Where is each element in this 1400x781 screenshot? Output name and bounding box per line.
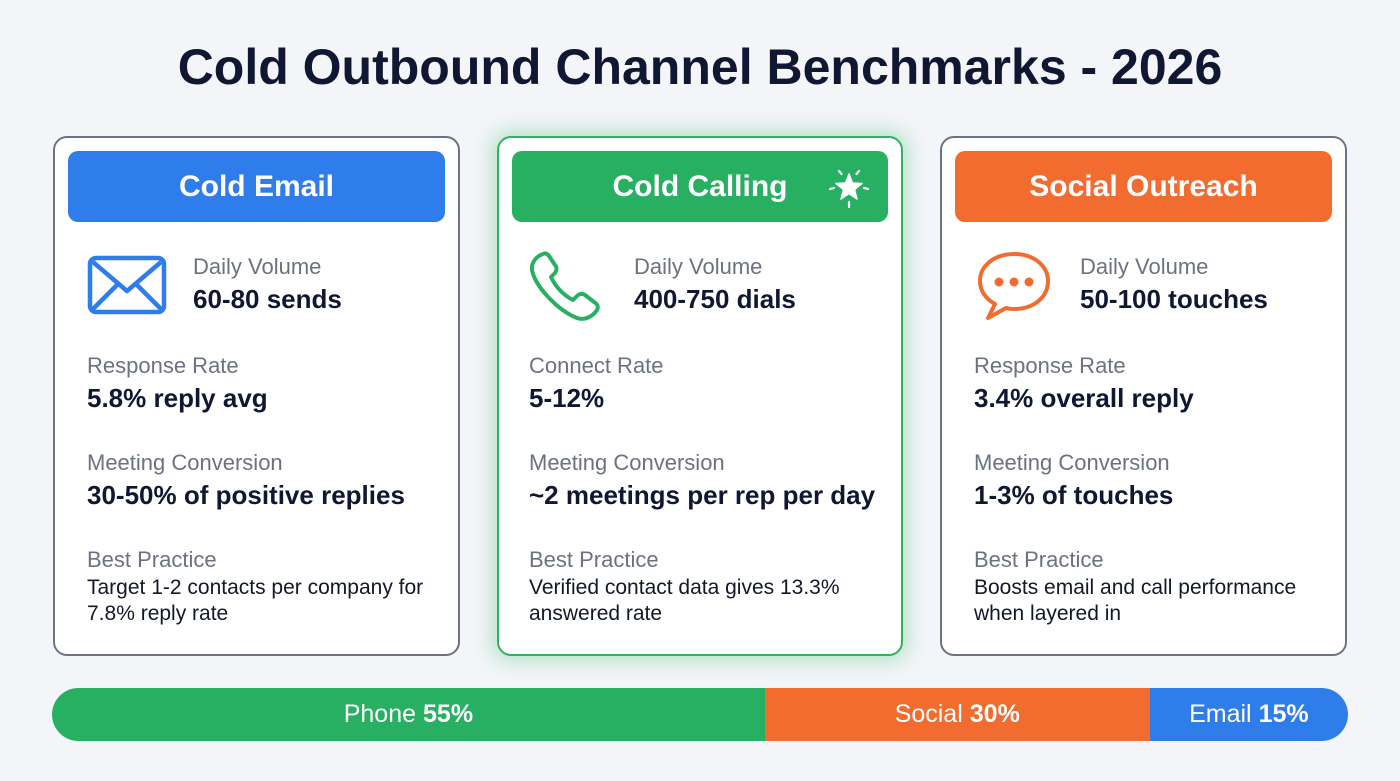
metric-daily-volume: Daily Volume 60-80 sends <box>193 252 438 316</box>
metric-value: 5-12% <box>529 383 605 413</box>
metric-label: Meeting Conversion <box>974 450 1170 475</box>
metric-description: Target 1-2 contacts per company for 7.8%… <box>87 576 424 625</box>
metric-best-practice: Best Practice Target 1-2 contacts per co… <box>87 545 438 627</box>
card-header-social-outreach: Social Outreach <box>955 151 1332 222</box>
segment-label: Social <box>894 700 963 728</box>
chat-bubble-icon <box>978 252 1050 320</box>
segment-percent: 15% <box>1258 700 1309 728</box>
metric-meeting-conversion: Meeting Conversion 30-50% of positive re… <box>87 448 438 512</box>
segment-percent: 55% <box>423 700 474 728</box>
metric-label: Best Practice <box>974 547 1104 572</box>
metric-best-practice: Best Practice Verified contact data give… <box>529 545 881 627</box>
metric-value: 400-750 dials <box>634 284 796 314</box>
card-social-outreach: Social Outreach Daily Volume 50-100 touc… <box>940 136 1347 656</box>
metric-description: Boosts email and call performance when l… <box>974 576 1297 625</box>
metric-description: Verified contact data gives 13.3% answer… <box>529 576 840 625</box>
metric-value: 5.8% reply avg <box>87 383 268 413</box>
metric-meeting-conversion: Meeting Conversion ~2 meetings per rep p… <box>529 448 881 512</box>
card-title: Social Outreach <box>1029 169 1258 203</box>
metric-label: Best Practice <box>87 547 217 572</box>
channel-split-bar: Phone 55% Social 30% Email 15% <box>52 688 1348 741</box>
metric-label: Daily Volume <box>1080 254 1209 279</box>
metric-meeting-conversion: Meeting Conversion 1-3% of touches <box>974 448 1325 512</box>
card-header-cold-email: Cold Email <box>68 151 445 222</box>
metric-label: Best Practice <box>529 547 659 572</box>
segment-social: Social 30% <box>764 688 1150 741</box>
metric-response-rate: Response Rate 5.8% reply avg <box>87 351 438 415</box>
metric-daily-volume: Daily Volume 50-100 touches <box>1080 252 1325 316</box>
metric-value: 3.4% overall reply <box>974 383 1194 413</box>
envelope-icon <box>87 255 167 315</box>
metric-response-rate: Response Rate 3.4% overall reply <box>974 351 1325 415</box>
metric-connect-rate: Connect Rate 5-12% <box>529 351 881 415</box>
segment-label: Phone <box>343 700 417 728</box>
card-title: Cold Calling <box>612 169 788 203</box>
metric-daily-volume: Daily Volume 400-750 dials <box>634 252 881 316</box>
card-cold-email: Cold Email Daily Volume 60-80 sends Resp… <box>53 136 460 656</box>
metric-label: Connect Rate <box>529 353 664 378</box>
segment-phone: Phone 55% <box>52 688 765 741</box>
segment-email: Email 15% <box>1149 688 1348 741</box>
metric-best-practice: Best Practice Boosts email and call perf… <box>974 545 1325 627</box>
segment-label: Email <box>1189 700 1252 728</box>
metric-value: 1-3% of touches <box>974 480 1174 510</box>
metric-label: Response Rate <box>974 353 1126 378</box>
metric-label: Meeting Conversion <box>529 450 725 475</box>
metric-value: 50-100 touches <box>1080 284 1268 314</box>
metric-label: Meeting Conversion <box>87 450 283 475</box>
metric-value: 30-50% of positive replies <box>87 480 405 510</box>
sparkle-star-icon <box>828 169 870 209</box>
card-cold-calling: Cold Calling Daily Volume 400-750 dials … <box>497 136 903 656</box>
metric-value: ~2 meetings per rep per day <box>529 480 876 510</box>
card-title: Cold Email <box>178 169 335 203</box>
card-header-cold-calling: Cold Calling <box>512 151 888 222</box>
metric-value: 60-80 sends <box>193 284 342 314</box>
metric-label: Daily Volume <box>634 254 763 279</box>
phone-icon <box>529 251 600 321</box>
metric-label: Daily Volume <box>193 254 322 279</box>
metric-label: Response Rate <box>87 353 239 378</box>
page-title: Cold Outbound Channel Benchmarks - 2026 <box>177 39 1223 95</box>
segment-percent: 30% <box>969 700 1020 728</box>
